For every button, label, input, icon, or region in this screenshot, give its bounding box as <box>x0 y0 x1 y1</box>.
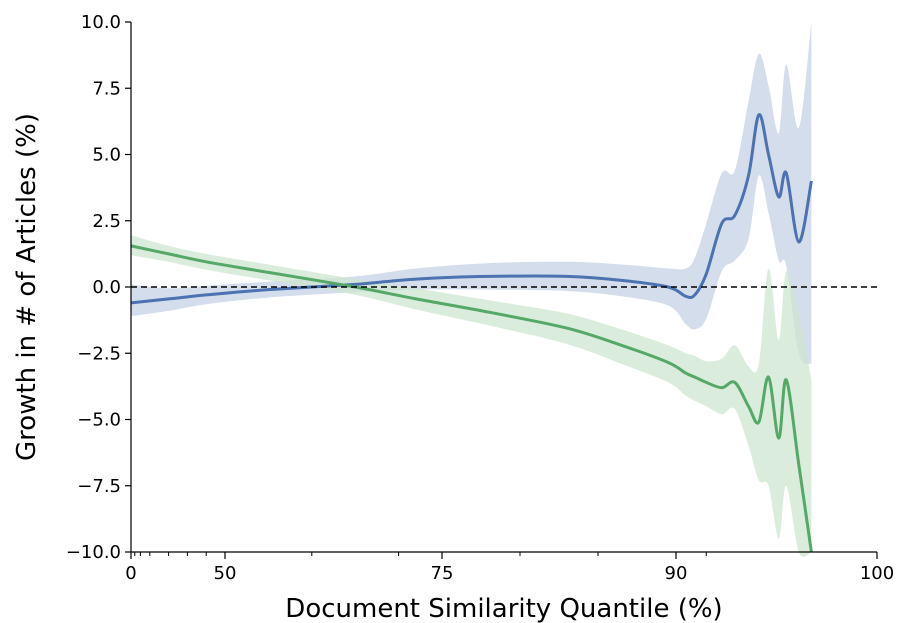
confidence-bands <box>131 22 812 557</box>
series-1-confidence-band <box>131 235 812 557</box>
y-tick-label: −7.5 <box>77 476 121 497</box>
y-axis-title: Growth in # of Articles (%) <box>12 113 42 461</box>
series-1-line <box>130 244 813 553</box>
y-tick-label: −10.0 <box>66 542 121 563</box>
y-tick-label: −5.0 <box>77 410 121 431</box>
x-tick-label: 75 <box>431 563 454 584</box>
x-tick-label: 0 <box>125 563 136 584</box>
y-tick-label: 2.5 <box>92 211 121 232</box>
y-ticks: 10.0 7.5 5.0 2.5 0.0 −2.5 −5.0 −7.5 −10.0 <box>66 12 131 563</box>
y-tick-label: 7.5 <box>92 78 121 99</box>
y-tick-label: 10.0 <box>81 12 121 33</box>
x-ticks: 0 50 75 90 100 <box>125 552 894 584</box>
series-lines <box>130 113 813 553</box>
x-axis-title: Document Similarity Quantile (%) <box>285 594 722 623</box>
series-0-confidence-band <box>131 22 812 365</box>
x-tick-label: 50 <box>214 563 237 584</box>
y-tick-label: 5.0 <box>92 145 121 166</box>
y-tick-label: 0.0 <box>92 277 121 298</box>
x-tick-label: 100 <box>860 563 894 584</box>
x-tick-label: 90 <box>665 563 688 584</box>
y-tick-label: −2.5 <box>77 343 121 364</box>
